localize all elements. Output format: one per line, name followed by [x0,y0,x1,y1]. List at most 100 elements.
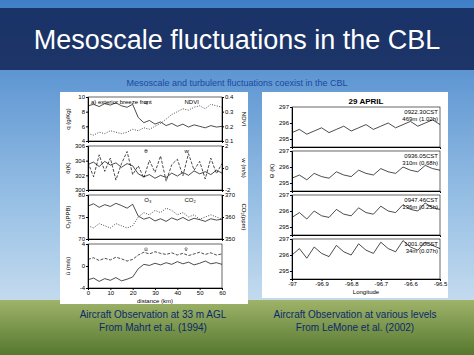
tick-label: 297 [279,148,290,154]
tick-mark [222,97,224,98]
grass [0,300,474,355]
tick: 295 [279,224,292,230]
axis-line [89,142,223,144]
tick-mark [290,167,292,168]
lines [88,103,222,135]
tick: 295 [279,268,292,274]
axis-line [223,196,225,240]
y-label: O₃(PPB) [65,205,71,228]
tick-label: 295 [279,268,290,274]
tick-mark [86,112,88,113]
tick-mark [86,146,88,147]
tick-label: 360 [225,214,236,220]
y2-label: NDVI [241,112,247,127]
tick-label: 40 [174,290,181,296]
tick: 60 [219,288,226,296]
tick: 295 [279,180,292,186]
tick: 297 [279,148,292,154]
tick: 296 [279,208,292,214]
caption: Aircraft Observation at various levels [274,309,437,320]
tick-mark [222,239,224,240]
tick-mark [290,271,292,272]
annotation: 0936.05CST [404,153,438,159]
tick-label: 296 [279,120,290,126]
tick-label: 10 [107,290,114,296]
tick-label: 80 [78,192,85,198]
axis: 707580 [78,192,88,242]
tick-label: 0.2 [225,124,234,130]
tick-label: 296 [279,208,290,214]
tick-mark [222,190,224,191]
tick: 0.3 [222,109,234,115]
series-label: w [183,148,189,154]
tick: 75 [78,214,88,220]
y2-label: CO₂(ppm) [241,204,247,231]
tick-mark [86,97,88,98]
lines [292,203,440,219]
axis [89,191,223,193]
tick: 30 [152,288,159,296]
axis-line [293,148,441,150]
series-line [88,261,222,281]
x-label: distance (km) [137,298,173,304]
tick-mark [290,183,292,184]
tick-label: 20 [130,290,137,296]
tick: 370 [222,192,236,198]
series-line [292,241,440,259]
tick-mark [86,217,88,218]
tick-mark [222,126,224,127]
axis [293,236,441,238]
tick-mark [290,123,292,124]
axis: 300302304306 [75,143,89,193]
tick-label: 60 [219,290,226,296]
tick-mark [290,195,292,196]
tick-mark [290,151,292,152]
plot-frame [292,239,440,279]
lines [292,241,440,259]
tick-label: 0 [225,165,229,171]
tick-mark [222,146,224,147]
tick-label: 0 [87,290,91,296]
title: Mesoscale fluctuations in the CBL [34,25,441,55]
tick-label: 2 [225,143,229,149]
tick-label: 297 [279,104,290,110]
tick: 0 [82,263,88,269]
tick: 302 [75,173,88,179]
tick: 80 [78,192,88,198]
tick: 297 [279,192,292,198]
plot-frame [88,146,222,190]
tick-label: 4 [82,241,86,247]
axis [89,240,223,242]
axis: 46810 [78,94,88,144]
title-band [0,8,474,70]
tick-label: 10 [78,94,85,100]
axis-line [86,147,89,191]
subtitle: Mesoscale and turbulent fluctuations coe… [126,78,347,88]
panel-title: 29 APRIL [349,97,384,106]
axis: 295 296 297 [279,192,293,235]
tick-label: 8 [82,109,86,115]
y-label: q (g/Kg) [65,108,71,129]
tick-label: 296 [279,164,290,170]
tick-mark [222,195,224,196]
tick-label: 0.4 [225,94,234,100]
tick-label: 30 [152,290,159,296]
y-label: θ(K) [65,162,71,173]
axis [293,192,441,194]
tick: 306 [75,143,88,149]
series-label: O₃ [144,197,152,203]
tick-label: 0 [82,263,86,269]
caption: From LeMone et al. (2002) [296,322,414,333]
tick-mark [86,141,88,142]
tick-label: -4 [80,285,86,291]
tick: 10 [107,288,114,296]
axis: 0.10.20.30.4 [222,94,234,144]
figure-right [262,92,448,298]
axis: 295296297 [279,236,293,279]
annotation: 0922.30CST [404,109,438,115]
tick-mark [86,239,88,240]
tick: 0 [222,165,229,171]
plot-frame [292,151,440,191]
tick-mark [222,168,224,169]
axis-line [89,240,223,242]
